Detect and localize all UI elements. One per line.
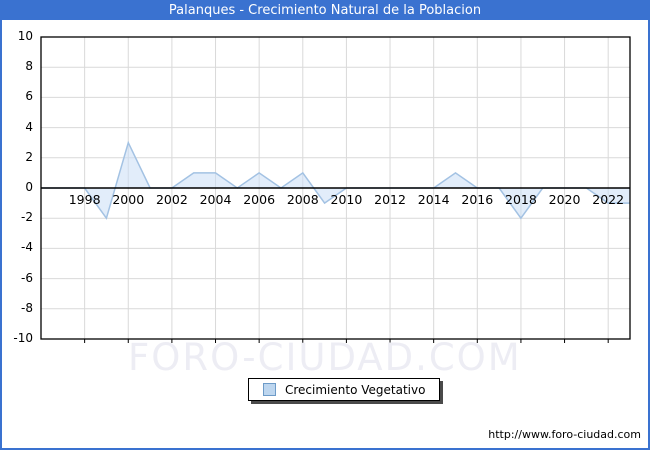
y-tick-label: 8 bbox=[25, 59, 33, 74]
watermark: FORO-CIUDAD.COM bbox=[128, 336, 522, 379]
y-tick-label: -4 bbox=[21, 240, 33, 255]
x-tick-label: 2006 bbox=[243, 192, 276, 207]
x-tick-label: 2018 bbox=[505, 192, 537, 207]
chart-title-bar: Palanques - Crecimiento Natural de la Po… bbox=[2, 2, 648, 20]
y-tick-label: 10 bbox=[17, 29, 33, 43]
y-tick-label: -8 bbox=[21, 300, 33, 315]
plot-border bbox=[40, 36, 631, 340]
series-line bbox=[41, 140, 630, 220]
chart-title: Palanques - Crecimiento Natural de la Po… bbox=[168, 3, 482, 18]
x-tick-label: 2016 bbox=[461, 192, 494, 207]
x-tick-label: 2012 bbox=[374, 192, 406, 207]
y-tick-label: 6 bbox=[25, 89, 33, 104]
x-tick-label: 1998 bbox=[68, 192, 101, 207]
y-tick-label: -2 bbox=[21, 210, 33, 225]
footer-url: http://www.foro-ciudad.com bbox=[488, 428, 641, 441]
x-tick-label: 2002 bbox=[155, 192, 188, 207]
legend: Crecimiento Vegetativo bbox=[248, 378, 441, 401]
x-tick-label: 2000 bbox=[112, 192, 145, 207]
x-tick-label: 2008 bbox=[286, 192, 319, 207]
legend-label: Crecimiento Vegetativo bbox=[285, 382, 426, 397]
x-tick-label: 2010 bbox=[330, 192, 363, 207]
y-tick-label: -10 bbox=[13, 331, 33, 345]
x-tick-label: 2014 bbox=[417, 192, 450, 207]
y-tick-label: -6 bbox=[21, 270, 33, 285]
y-tick-label: 2 bbox=[25, 149, 33, 164]
x-tick-label: 2020 bbox=[548, 192, 581, 207]
x-tick-label: 2022 bbox=[592, 192, 625, 207]
legend-swatch-icon bbox=[263, 383, 276, 396]
y-tick-label: 0 bbox=[25, 180, 33, 194]
y-tick-label: 4 bbox=[25, 119, 33, 134]
x-tick-label: 2004 bbox=[199, 192, 232, 207]
